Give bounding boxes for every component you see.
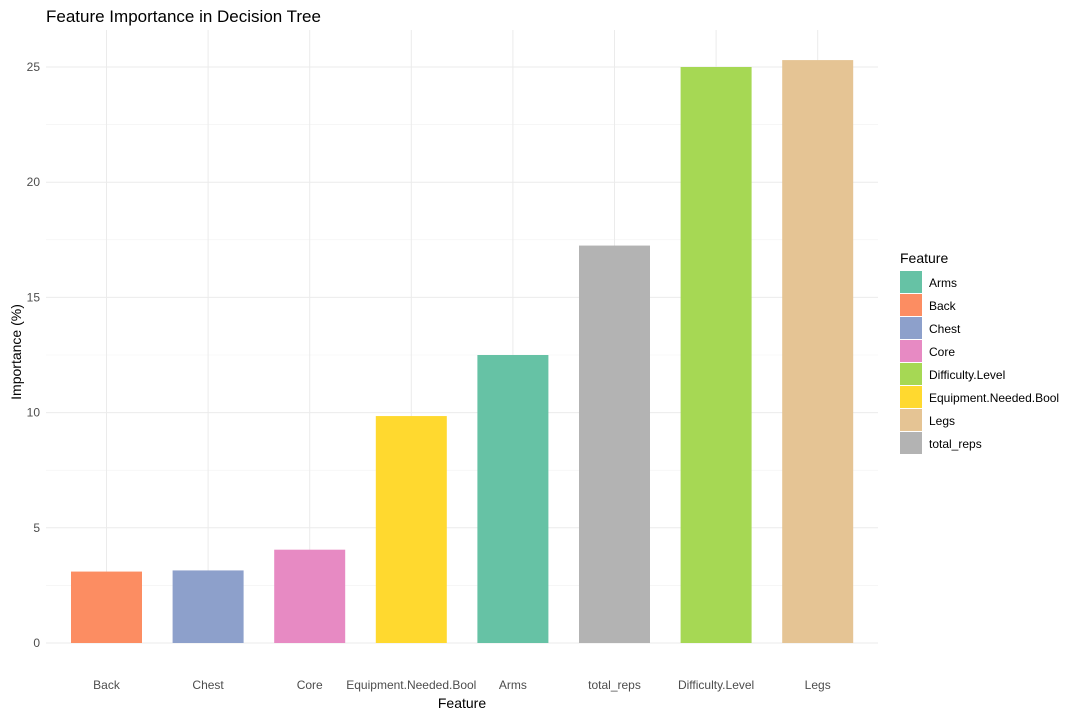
- x-tick-label: Legs: [805, 678, 831, 692]
- bar: [172, 570, 244, 643]
- y-tick-label: 10: [27, 406, 41, 420]
- bars: [71, 60, 854, 643]
- x-axis-title: Feature: [438, 695, 486, 711]
- legend-label: Arms: [929, 276, 957, 290]
- legend-swatch: [900, 317, 922, 339]
- x-tick-label: Difficulty.Level: [678, 678, 754, 692]
- y-tick-label: 20: [27, 175, 41, 189]
- bar: [274, 549, 346, 643]
- legend-label: Core: [929, 345, 955, 359]
- legend-swatch: [900, 271, 922, 293]
- bar: [782, 60, 854, 643]
- x-tick-label: Equipment.Needed.Bool: [346, 678, 476, 692]
- y-tick-label: 15: [27, 290, 41, 304]
- legend-label: Chest: [929, 322, 961, 336]
- y-tick-label: 5: [33, 521, 40, 535]
- bar: [71, 571, 142, 643]
- legend-label: Back: [929, 299, 957, 313]
- legend-label: total_reps: [929, 437, 982, 451]
- bar: [579, 245, 650, 643]
- legend-swatch: [900, 409, 922, 431]
- bar: [477, 355, 549, 643]
- bar: [680, 67, 752, 643]
- legend-swatch: [900, 386, 922, 408]
- x-tick-label: Core: [297, 678, 323, 692]
- legend-label: Difficulty.Level: [929, 368, 1005, 382]
- y-axis-ticks: 0 5 10 15 20 25: [27, 60, 41, 650]
- y-axis-title: Importance (%): [8, 304, 24, 400]
- legend-swatch: [900, 363, 922, 385]
- legend-title: Feature: [900, 250, 948, 266]
- x-tick-label: Back: [93, 678, 121, 692]
- y-tick-label: 25: [27, 60, 41, 74]
- y-tick-label: 0: [33, 636, 40, 650]
- bar: [375, 416, 447, 643]
- x-tick-label: Chest: [192, 678, 224, 692]
- chart-title: Feature Importance in Decision Tree: [46, 7, 321, 26]
- x-tick-label: Arms: [499, 678, 527, 692]
- legend-swatch: [900, 432, 922, 454]
- legend-label: Equipment.Needed.Bool: [929, 391, 1059, 405]
- legend: Feature Arms Back Chest Core Difficulty.Leve…: [900, 250, 1059, 454]
- x-axis-ticks: Back Chest Core Equipment.Needed.Bool Arms to…: [93, 678, 831, 692]
- x-tick-label: total_reps: [588, 678, 641, 692]
- legend-label: Legs: [929, 414, 955, 428]
- legend-swatch: [900, 340, 922, 362]
- grid: [46, 30, 878, 644]
- legend-swatch: [900, 294, 922, 316]
